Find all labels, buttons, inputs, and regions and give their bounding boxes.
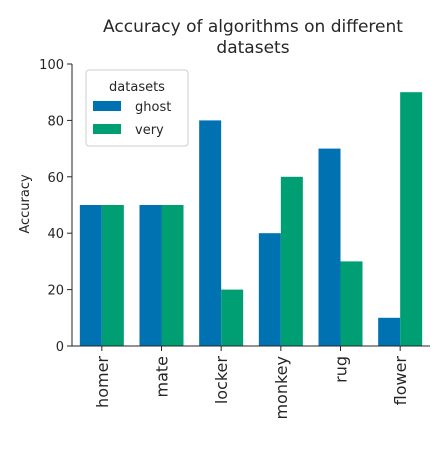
bars-group bbox=[79, 92, 423, 347]
bar-very-flower bbox=[400, 92, 423, 346]
y-tick-label: 100 bbox=[39, 58, 64, 73]
bar-very-mate bbox=[161, 205, 184, 346]
legend-swatch-ghost bbox=[93, 101, 121, 111]
bar-ghost-mate bbox=[139, 205, 162, 346]
legend-swatch-very bbox=[93, 124, 121, 134]
y-tick-label: 80 bbox=[47, 114, 64, 129]
bar-very-monkey bbox=[280, 176, 303, 346]
legend-label-very: very bbox=[135, 123, 164, 138]
x-tick-label-rug: rug bbox=[332, 356, 351, 383]
x-tick-label-monkey: monkey bbox=[272, 356, 291, 420]
bar-ghost-locker bbox=[199, 120, 222, 347]
x-tick-label-mate: mate bbox=[153, 356, 172, 398]
y-axis-label: Accuracy bbox=[18, 174, 33, 234]
x-tick-label-homer: homer bbox=[93, 356, 112, 408]
x-tick-label-locker: locker bbox=[212, 356, 231, 405]
bar-very-locker bbox=[221, 289, 244, 346]
x-axis: homer mate locker monkey rug flower bbox=[72, 345, 430, 420]
x-tick-label-flower: flower bbox=[391, 356, 410, 406]
legend-title: datasets bbox=[109, 80, 165, 95]
chart-title-line-2: datasets bbox=[216, 38, 289, 58]
bar-ghost-homer bbox=[79, 205, 102, 346]
bar-ghost-rug bbox=[318, 148, 341, 346]
y-axis: 0 20 40 60 80 100 bbox=[39, 58, 73, 355]
bar-ghost-monkey bbox=[258, 233, 281, 346]
bar-very-rug bbox=[340, 261, 363, 346]
legend-label-ghost: ghost bbox=[135, 100, 171, 115]
y-tick-label: 40 bbox=[47, 227, 64, 242]
y-tick-label: 0 bbox=[56, 340, 64, 355]
bar-very-homer bbox=[101, 205, 124, 346]
bar-ghost-flower bbox=[378, 317, 401, 346]
chart-title-line-1: Accuracy of algorithms on different bbox=[103, 17, 403, 37]
legend: datasets ghost very bbox=[85, 69, 189, 147]
y-tick-label: 60 bbox=[47, 171, 64, 186]
y-tick-label: 20 bbox=[47, 284, 64, 299]
